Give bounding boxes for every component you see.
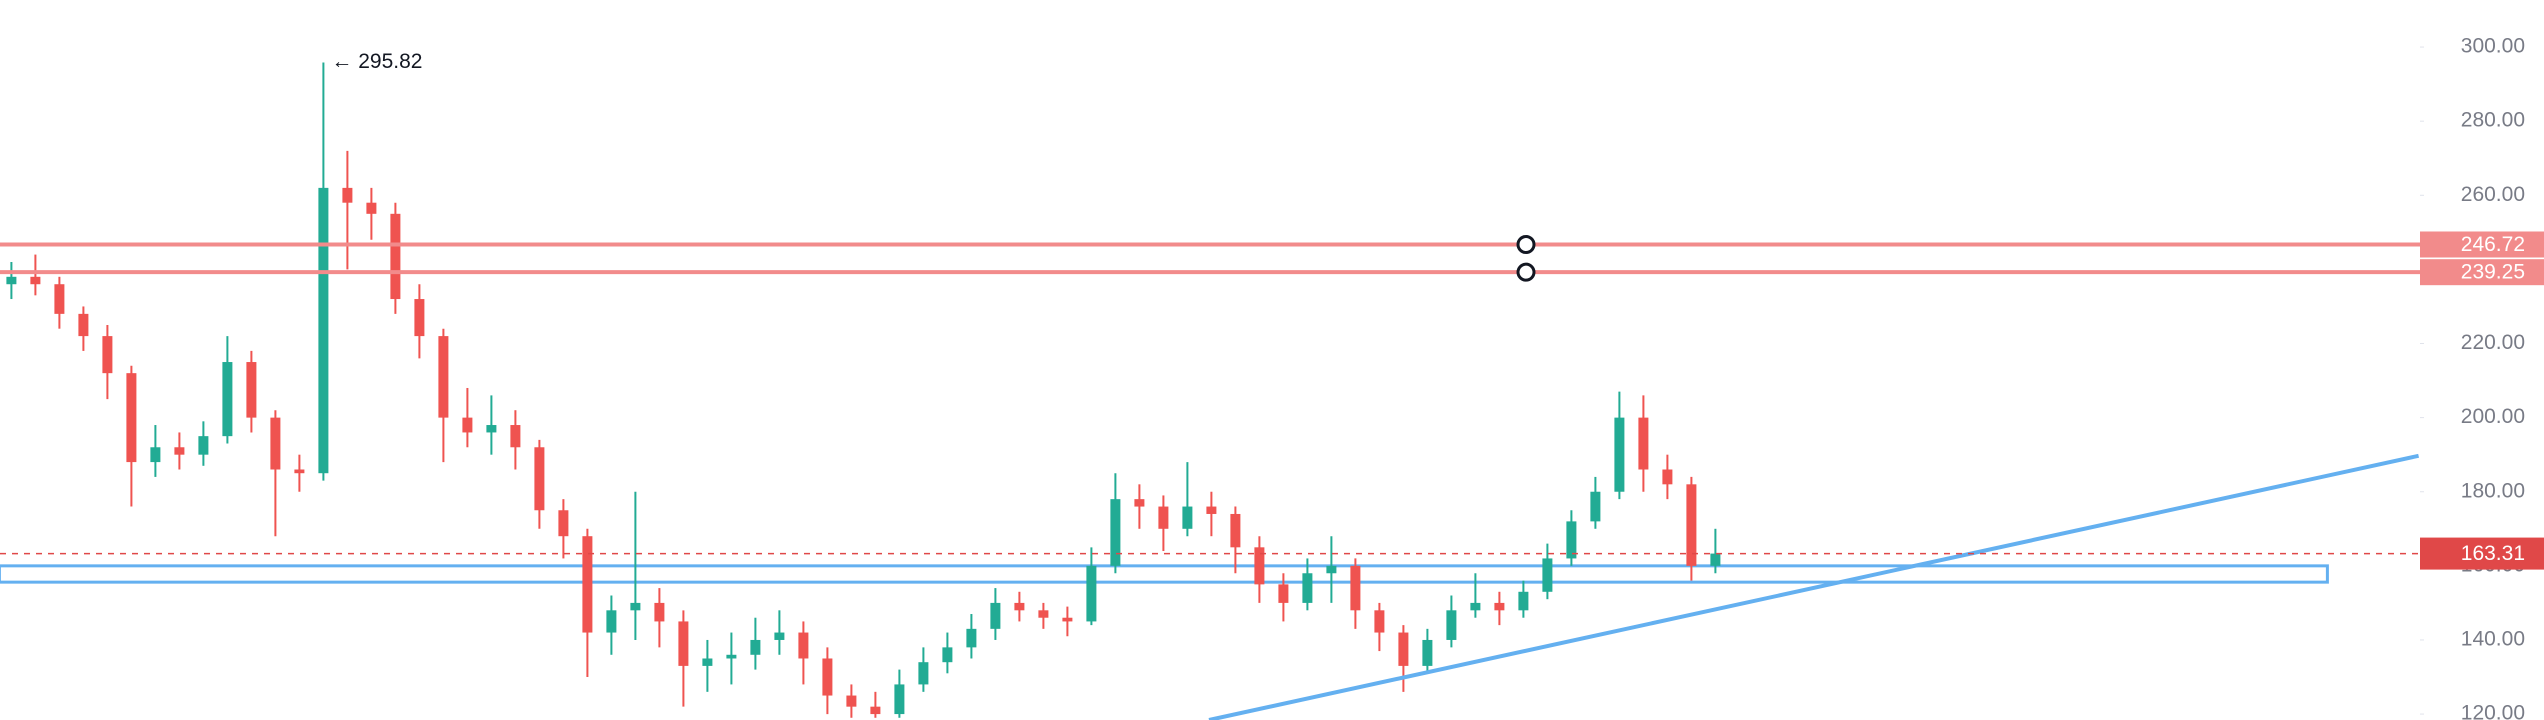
candle-body bbox=[1014, 602, 1025, 611]
candle-body bbox=[78, 313, 89, 337]
candle-body bbox=[1230, 513, 1241, 548]
candle-body bbox=[1566, 521, 1577, 559]
candle-body bbox=[1254, 547, 1265, 585]
candle-body bbox=[1278, 584, 1289, 603]
candle-body bbox=[870, 706, 881, 715]
candle-body bbox=[1446, 610, 1457, 640]
candle-body bbox=[1542, 558, 1553, 592]
level-tag bbox=[2420, 231, 2544, 258]
candle-body bbox=[894, 684, 905, 715]
candle-body bbox=[126, 373, 137, 463]
candle-body bbox=[1086, 565, 1097, 622]
candle-body bbox=[558, 510, 569, 537]
candle-body bbox=[246, 362, 257, 418]
candle-body bbox=[1662, 469, 1673, 485]
candle-body bbox=[1638, 417, 1649, 470]
candle-body bbox=[1182, 506, 1193, 529]
candle-body bbox=[462, 417, 473, 433]
candle-body bbox=[414, 299, 425, 337]
candle-body bbox=[966, 628, 977, 648]
candle-body bbox=[222, 362, 233, 437]
candle-body bbox=[6, 276, 17, 285]
annotation: ← 295.82 bbox=[331, 50, 422, 73]
candle-body bbox=[150, 447, 161, 463]
candle-body bbox=[366, 202, 377, 214]
candle-body bbox=[390, 213, 401, 300]
level-handle bbox=[1516, 234, 1536, 254]
candle-body bbox=[1470, 602, 1481, 611]
candle-body bbox=[918, 662, 929, 685]
candle-body bbox=[846, 695, 857, 707]
candle-body bbox=[1326, 565, 1337, 574]
candle-body bbox=[1614, 417, 1625, 492]
candle-body bbox=[1398, 632, 1409, 666]
candle-body bbox=[270, 417, 281, 470]
candle-body bbox=[1518, 591, 1529, 611]
candle-body bbox=[102, 336, 113, 374]
trendline bbox=[1208, 453, 2420, 720]
candle-body bbox=[942, 647, 953, 663]
candle-body bbox=[510, 425, 521, 448]
candle-body bbox=[294, 469, 305, 474]
candle-body bbox=[54, 284, 65, 314]
candle-body bbox=[1422, 639, 1433, 666]
y-tick-label: 140.00 bbox=[2461, 628, 2525, 651]
candle-body bbox=[1374, 610, 1385, 633]
zone bbox=[0, 564, 2329, 584]
candle-body bbox=[1494, 602, 1505, 611]
y-tick-label: 220.00 bbox=[2461, 331, 2525, 354]
candle-body bbox=[1158, 506, 1169, 529]
candle-body bbox=[750, 639, 761, 655]
candle-body bbox=[318, 187, 329, 474]
level-tag bbox=[2420, 259, 2544, 286]
candle-body bbox=[630, 602, 641, 611]
candle-body bbox=[1134, 499, 1145, 507]
y-tick-label: 200.00 bbox=[2461, 405, 2525, 428]
last-price-label: 163.31 bbox=[2461, 542, 2525, 565]
candle-body bbox=[822, 658, 833, 696]
candle-body bbox=[606, 610, 617, 633]
level-handle bbox=[1516, 262, 1536, 282]
candle-body bbox=[30, 276, 41, 285]
y-tick-label: 180.00 bbox=[2461, 479, 2525, 502]
level-label: 246.72 bbox=[2461, 233, 2525, 256]
candle-body bbox=[1302, 573, 1313, 603]
candle-body bbox=[702, 658, 713, 666]
candle-body bbox=[990, 602, 1001, 629]
candle-body bbox=[534, 447, 545, 511]
candle-body bbox=[726, 654, 737, 659]
y-tick-label: 260.00 bbox=[2461, 183, 2525, 206]
candle-body bbox=[1062, 617, 1073, 622]
candle-body bbox=[438, 336, 449, 418]
level-label: 239.25 bbox=[2461, 261, 2525, 284]
candle-body bbox=[198, 436, 209, 455]
candle-body bbox=[1110, 499, 1121, 566]
y-tick-label: 120.00 bbox=[2461, 702, 2525, 720]
candle-body bbox=[1038, 610, 1049, 618]
candle-body bbox=[774, 632, 785, 640]
y-tick-label: 300.00 bbox=[2461, 35, 2525, 58]
y-tick-label: 280.00 bbox=[2461, 109, 2525, 132]
candle-body bbox=[174, 447, 185, 455]
last-price-tag bbox=[2420, 537, 2544, 570]
candle-body bbox=[678, 621, 689, 666]
candle-body bbox=[1206, 506, 1217, 514]
candle-body bbox=[1590, 491, 1601, 522]
candle-body bbox=[582, 536, 593, 633]
candle-body bbox=[654, 602, 665, 622]
candle-body bbox=[1350, 565, 1361, 611]
candle-body bbox=[798, 632, 809, 659]
candle-body bbox=[486, 425, 497, 433]
candle-body bbox=[1710, 553, 1721, 566]
candle-body bbox=[1686, 484, 1697, 566]
candle-body bbox=[342, 187, 353, 203]
